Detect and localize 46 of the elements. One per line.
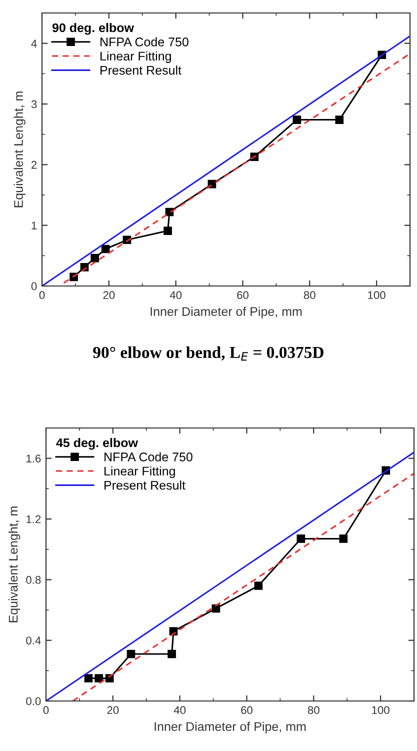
x-tick-label: 100: [368, 291, 386, 300]
y-tick-label: 0.4: [26, 636, 41, 644]
y-tick-label: 3: [31, 100, 37, 108]
point: [94, 674, 104, 682]
text: 90° elbow or bend, L$_{E}$ = 0.0375D: [93, 346, 324, 361]
x-tick-label: 60: [241, 706, 252, 714]
x-tick-label: 80: [304, 291, 316, 300]
point: [164, 226, 172, 235]
y-tick-label: 1: [32, 222, 37, 230]
x-axis-title: Inner Diameter of Pipe, mm: [150, 306, 302, 318]
point: [339, 534, 348, 543]
point: [335, 116, 344, 124]
legend-label: Present Result: [100, 66, 182, 75]
point: [84, 674, 93, 682]
y-axis-title: Equivalent Lenght, m: [14, 92, 26, 208]
legend-label: Linear Fitting: [100, 51, 171, 64]
y-tick-label: 4: [31, 40, 37, 48]
x-tick-label: 80: [308, 706, 320, 714]
y-tick-label: 0: [31, 282, 37, 290]
point: [254, 582, 263, 590]
y-tick-label: 2: [32, 160, 37, 169]
legend-title: 90 deg. elbow: [52, 23, 134, 35]
x-tick-label: 40: [174, 706, 186, 714]
y-tick-label: 0.0: [26, 697, 41, 706]
point: [126, 650, 136, 658]
x-tick-label: 100: [372, 706, 390, 714]
x-tick-label: 20: [107, 706, 119, 714]
legend-label: NFPA Code 750: [100, 37, 188, 46]
x-axis-title: Inner Diameter of Pipe, mm: [154, 722, 306, 734]
point: [90, 254, 100, 262]
y-tick-label: 0.8: [26, 576, 41, 584]
x-tick-label: 0: [43, 706, 49, 714]
point: [292, 116, 302, 124]
x-tick-label: 60: [237, 291, 248, 300]
point: [296, 534, 306, 543]
legend-title: 45 deg. elbow: [56, 438, 138, 450]
y-tick-label: 1.2: [26, 515, 41, 524]
legend-label: Present Result: [104, 480, 186, 490]
legend-label: NFPA Code 750: [104, 452, 192, 462]
point: [168, 650, 176, 658]
legend-label: Linear Fitting: [104, 466, 175, 478]
x-tick-label: 20: [103, 291, 115, 300]
point: [101, 244, 110, 254]
x-tick-label: 40: [170, 291, 182, 300]
y-tick-label: 1.6: [26, 454, 41, 462]
y-axis-title: Equivalent Lenght, m: [8, 506, 20, 622]
